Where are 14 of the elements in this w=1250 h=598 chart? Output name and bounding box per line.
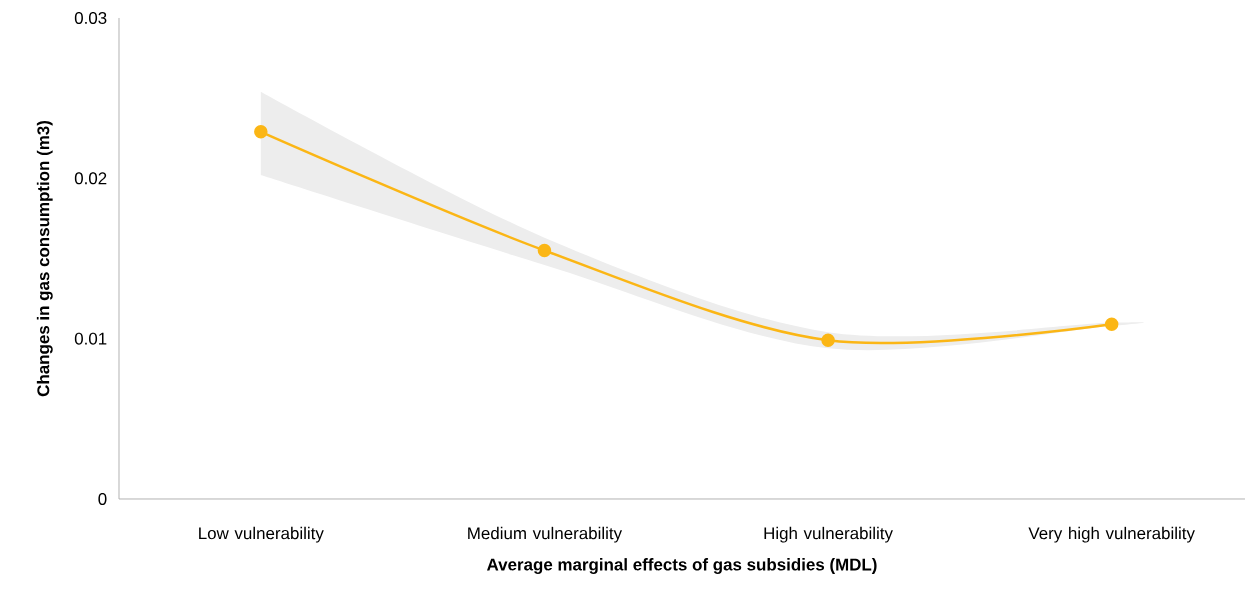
point	[537, 243, 552, 258]
x-tick-label: High vulnerability	[764, 526, 893, 543]
x-tick-label: Very high vulnerability	[1028, 526, 1195, 543]
point	[254, 125, 268, 139]
y-axis-title: Changes in gas consumption (m3)	[36, 121, 53, 397]
point	[1104, 317, 1119, 331]
x-tick-label: Medium vulnerability	[468, 526, 623, 543]
y-tick-label: 0.02	[74, 172, 107, 185]
y-tick-label: 0	[98, 492, 107, 505]
point	[821, 333, 835, 347]
x-axis-title: Average marginal effects of gas subsidies (MDL)	[486, 558, 877, 574]
x-tick-label: Low vulnerability	[199, 526, 324, 543]
y-tick-label: 0.01	[74, 332, 107, 345]
y-tick-label: 0.03	[74, 11, 107, 24]
